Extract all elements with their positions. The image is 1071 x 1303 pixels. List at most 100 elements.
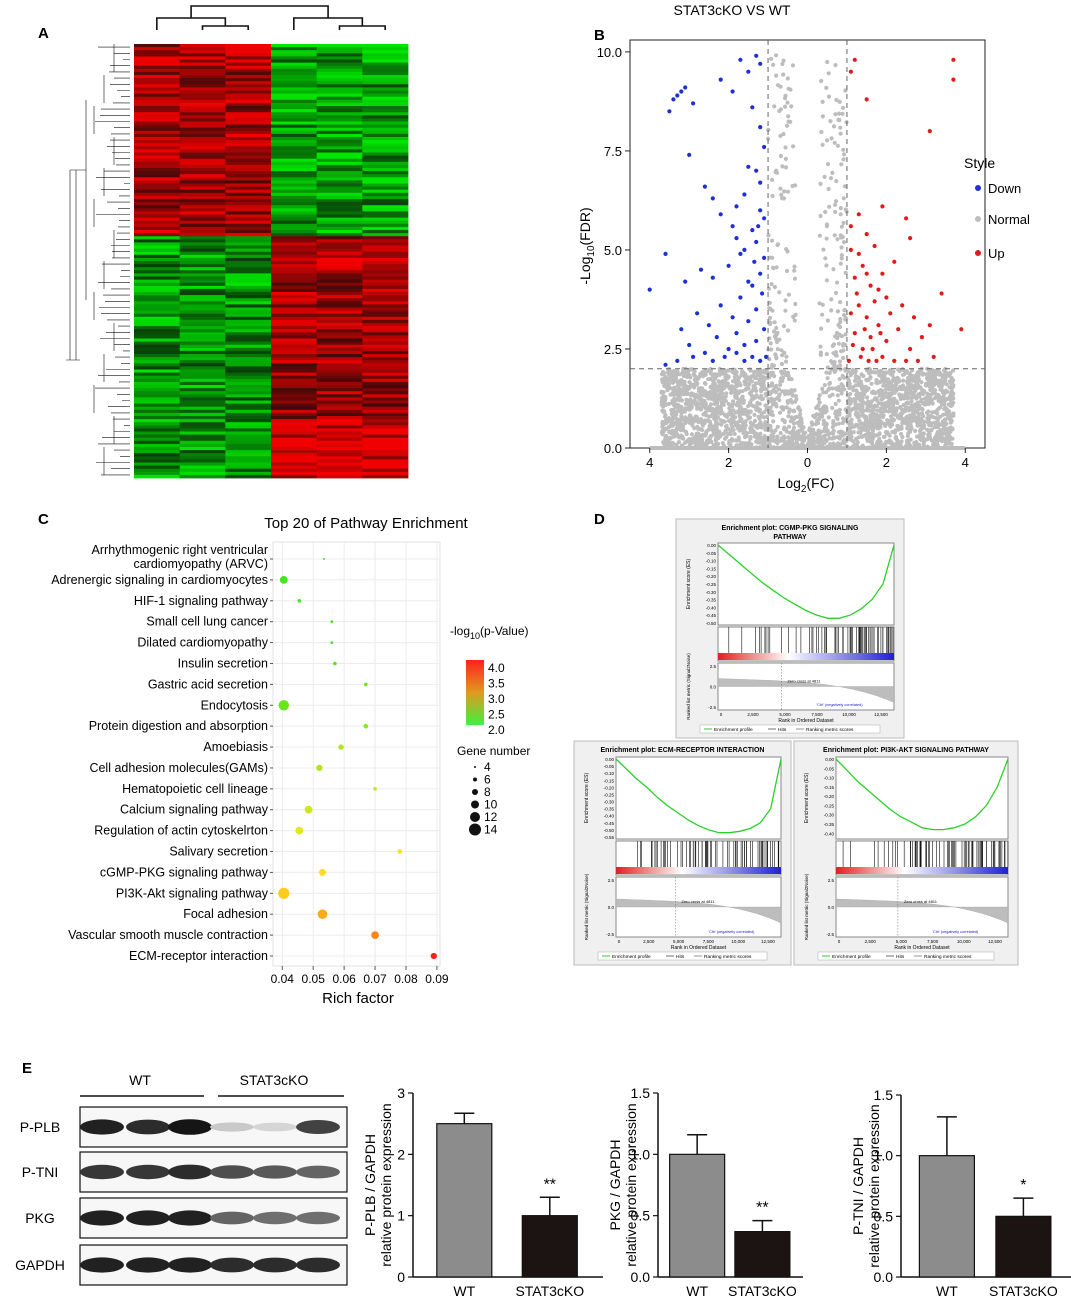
volcano-up-point bbox=[864, 271, 869, 276]
gsea-rank-tick-label: 2,500 bbox=[865, 939, 877, 944]
heatmap-cell bbox=[225, 360, 272, 364]
heatmap-cell bbox=[271, 313, 318, 318]
heatmap-cell bbox=[225, 124, 272, 129]
heatmap-cell bbox=[271, 366, 318, 370]
volcano-down-point bbox=[698, 267, 704, 272]
heatmap-cell bbox=[271, 279, 318, 284]
blot-band bbox=[168, 1119, 212, 1135]
heatmap-cell bbox=[134, 422, 181, 426]
blot-band bbox=[168, 1210, 212, 1226]
heatmap-cell bbox=[271, 68, 318, 73]
heatmap-cell bbox=[225, 155, 272, 160]
heatmap-cell bbox=[362, 242, 409, 246]
heatmap-cell bbox=[362, 102, 409, 107]
heatmap-cell bbox=[316, 422, 363, 426]
heatmap-cell bbox=[362, 208, 409, 212]
volcano-down-point bbox=[750, 354, 755, 359]
blot-band bbox=[126, 1210, 170, 1226]
volcano-up-point bbox=[858, 354, 863, 359]
heatmap-cell bbox=[271, 71, 318, 76]
heatmap-cell bbox=[271, 344, 318, 349]
heatmap-cell bbox=[362, 65, 409, 70]
volcano-plot: STAT3cKO VS WT -Log10(FDR) Log2(FC) Styl… bbox=[577, 2, 1030, 495]
heatmap-cell bbox=[316, 174, 363, 178]
heatmap-cell bbox=[179, 409, 226, 414]
heatmap-cell bbox=[271, 115, 318, 119]
heatmap-cell bbox=[179, 130, 226, 135]
heatmap-cell bbox=[316, 217, 363, 222]
pathway-dot bbox=[316, 764, 323, 772]
heatmap-cell bbox=[179, 329, 226, 333]
heatmap-cell bbox=[316, 316, 363, 321]
gene-number-legend-dot bbox=[473, 777, 477, 782]
heatmap-cell bbox=[316, 431, 363, 435]
volcano-up-point bbox=[878, 331, 883, 336]
heatmap-cell bbox=[362, 202, 409, 206]
heatmap-cell bbox=[316, 202, 363, 206]
heatmap-cell bbox=[225, 180, 272, 184]
heatmap-cell bbox=[179, 288, 226, 293]
gsea-es-tick-label: -0.25 bbox=[706, 582, 717, 587]
heatmap-cell bbox=[179, 106, 226, 110]
heatmap-cell bbox=[134, 68, 181, 73]
heatmap-cell bbox=[179, 220, 226, 225]
heatmap-cell bbox=[134, 403, 181, 408]
heatmap-cell bbox=[179, 453, 226, 457]
heatmap-cell bbox=[179, 155, 226, 160]
heatmap-cell bbox=[271, 62, 318, 67]
heatmap-cell bbox=[316, 236, 363, 240]
heatmap-cell bbox=[179, 233, 226, 237]
heatmap-cell bbox=[179, 140, 226, 144]
heatmap-cell bbox=[316, 276, 363, 280]
blot-group-wt: WT bbox=[129, 1072, 151, 1088]
heatmap-cell bbox=[362, 174, 409, 178]
heatmap-cell bbox=[271, 329, 318, 333]
volcano-up-point bbox=[874, 358, 879, 363]
heatmap-cell bbox=[271, 236, 318, 240]
gsea-rank-tick-label: 0 bbox=[838, 939, 841, 944]
pvalue-colorbar-label: 2.5 bbox=[488, 708, 505, 722]
heatmap-cell bbox=[271, 292, 318, 296]
heatmap-cell bbox=[271, 152, 318, 156]
heatmap-cell bbox=[362, 137, 409, 141]
heatmap-cell bbox=[179, 133, 226, 138]
gsea-es-tick-label: -0.25 bbox=[824, 803, 835, 808]
heatmap-cell bbox=[225, 199, 272, 203]
heatmap-cell bbox=[316, 366, 363, 370]
heatmap-cell bbox=[362, 409, 409, 414]
heatmap-cell bbox=[271, 264, 318, 268]
gene-number-legend-dot bbox=[469, 823, 481, 836]
heatmap-cell bbox=[179, 93, 226, 98]
pathway-dot bbox=[373, 787, 377, 791]
pathway-dot bbox=[333, 661, 337, 666]
bar-wt bbox=[669, 1153, 726, 1278]
gsea-es-tick-label: -0.15 bbox=[604, 778, 615, 783]
gsea-metric-tick-label: 2.5 bbox=[710, 664, 717, 669]
volcano-down-point bbox=[718, 77, 723, 82]
gsea-es-tick-label: -0.40 bbox=[604, 814, 615, 819]
heatmap-cell bbox=[225, 267, 272, 271]
heatmap-cell bbox=[179, 459, 226, 463]
heatmap-cell bbox=[134, 230, 181, 234]
heatmap-cell bbox=[179, 189, 226, 194]
heatmap-cell bbox=[316, 180, 363, 184]
gsea-es-tick-label: -0.55 bbox=[604, 835, 615, 840]
heatmap-cell bbox=[225, 437, 272, 442]
blot-band bbox=[80, 1210, 124, 1226]
blot-band bbox=[253, 1211, 297, 1225]
heatmap-cell bbox=[225, 375, 272, 380]
bar-category-label: WT bbox=[936, 1283, 958, 1299]
gsea-metric-axis-label: Ranked list metric (Signal2Noise) bbox=[804, 873, 809, 940]
pathway-dot bbox=[304, 805, 313, 814]
heatmap-cell bbox=[362, 288, 409, 293]
heatmap-cell bbox=[271, 47, 318, 51]
bar-stat3cko bbox=[995, 1215, 1052, 1278]
heatmap-cell bbox=[271, 378, 318, 383]
heatmap-cell bbox=[271, 360, 318, 364]
gsea-es-tick-label: -0.50 bbox=[706, 621, 717, 626]
heatmap-cell bbox=[179, 456, 226, 460]
volcano-down-point bbox=[758, 180, 763, 185]
heatmap-cell bbox=[316, 121, 363, 125]
legend-normal-label: Normal bbox=[988, 212, 1030, 227]
heatmap-cell bbox=[179, 62, 226, 67]
